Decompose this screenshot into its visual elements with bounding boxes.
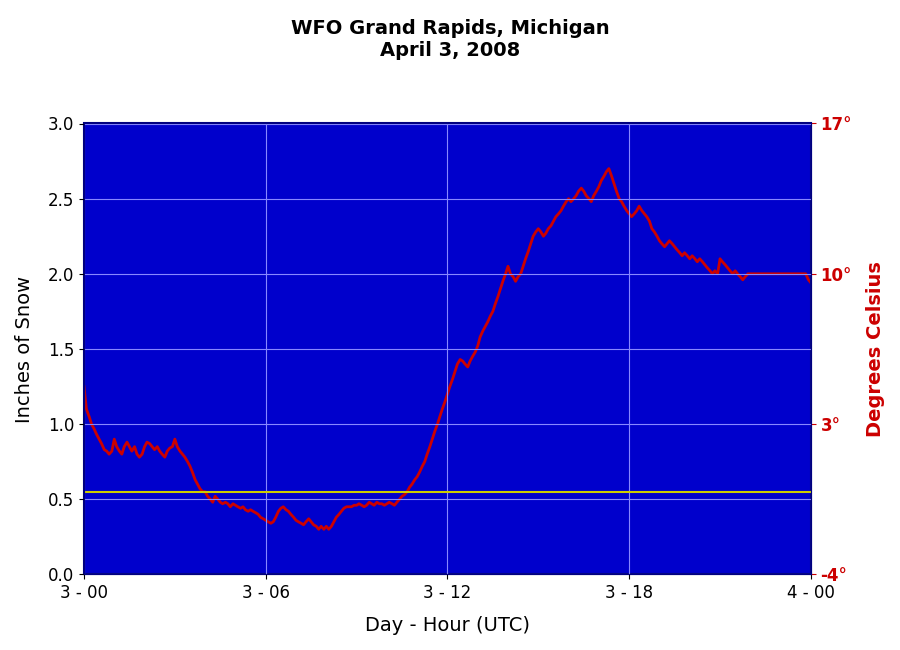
Y-axis label: Degrees Celsius: Degrees Celsius (866, 261, 885, 437)
Text: WFO Grand Rapids, Michigan
April 3, 2008: WFO Grand Rapids, Michigan April 3, 2008 (291, 20, 609, 60)
Y-axis label: Inches of Snow: Inches of Snow (15, 276, 34, 422)
X-axis label: Day - Hour (UTC): Day - Hour (UTC) (364, 616, 530, 635)
